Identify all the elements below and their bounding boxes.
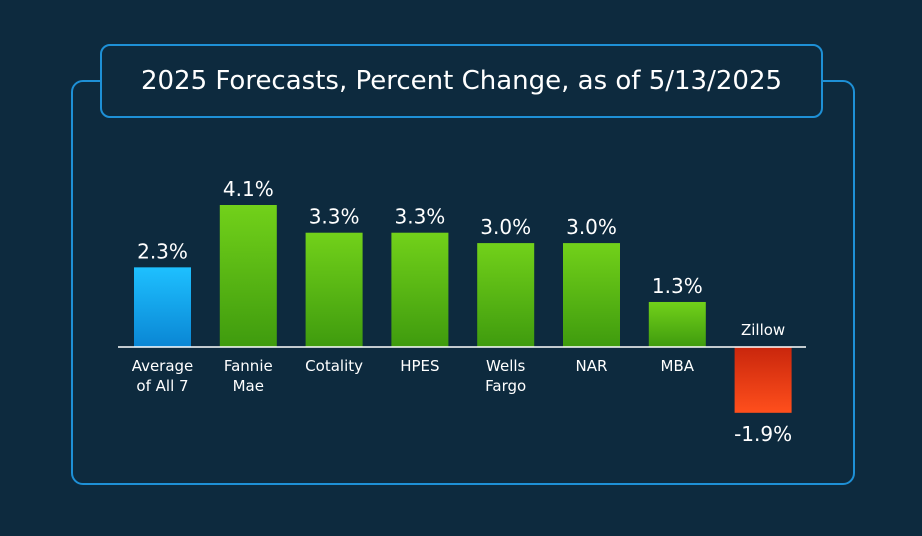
category-label: Average of All 7	[132, 357, 194, 395]
bar-wells-fargo	[477, 243, 535, 347]
category-label: NAR	[576, 357, 608, 375]
value-label: 3.0%	[566, 215, 617, 239]
value-label: -1.9%	[734, 422, 792, 446]
value-label: 2.3%	[137, 239, 188, 263]
value-label: 4.1%	[223, 177, 274, 201]
value-label: 3.3%	[309, 205, 360, 229]
category-label: MBA	[661, 357, 695, 375]
bar-nar	[563, 243, 620, 347]
bar-average-of-all-7	[134, 267, 191, 347]
category-label: Wells Fargo	[485, 357, 526, 395]
value-label: 3.0%	[480, 215, 531, 239]
value-label: 1.3%	[652, 274, 703, 298]
chart-title: 2025 Forecasts, Percent Change, as of 5/…	[140, 66, 783, 96]
category-label: Fannie Mae	[224, 357, 273, 395]
bar-cotality	[305, 232, 363, 347]
bar-zillow	[734, 347, 792, 413]
value-label: 3.3%	[394, 205, 445, 229]
chart-title-box: 2025 Forecasts, Percent Change, as of 5/…	[100, 44, 823, 118]
bar-hpes	[391, 232, 449, 347]
bar-mba	[648, 301, 706, 347]
category-label: Cotality	[305, 357, 363, 375]
category-label: HPES	[400, 357, 439, 375]
bar-fannie-mae	[219, 205, 277, 347]
category-label: Zillow	[741, 321, 785, 339]
